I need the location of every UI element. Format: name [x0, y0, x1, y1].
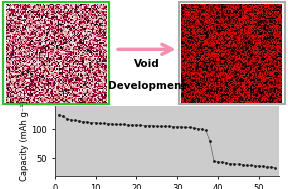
Text: Void: Void — [134, 59, 160, 69]
Bar — [3, 2, 109, 104]
Y-axis label: Capacity (mAh g⁻¹): Capacity (mAh g⁻¹) — [20, 100, 29, 181]
Text: Development: Development — [108, 81, 186, 91]
Bar — [179, 2, 285, 104]
